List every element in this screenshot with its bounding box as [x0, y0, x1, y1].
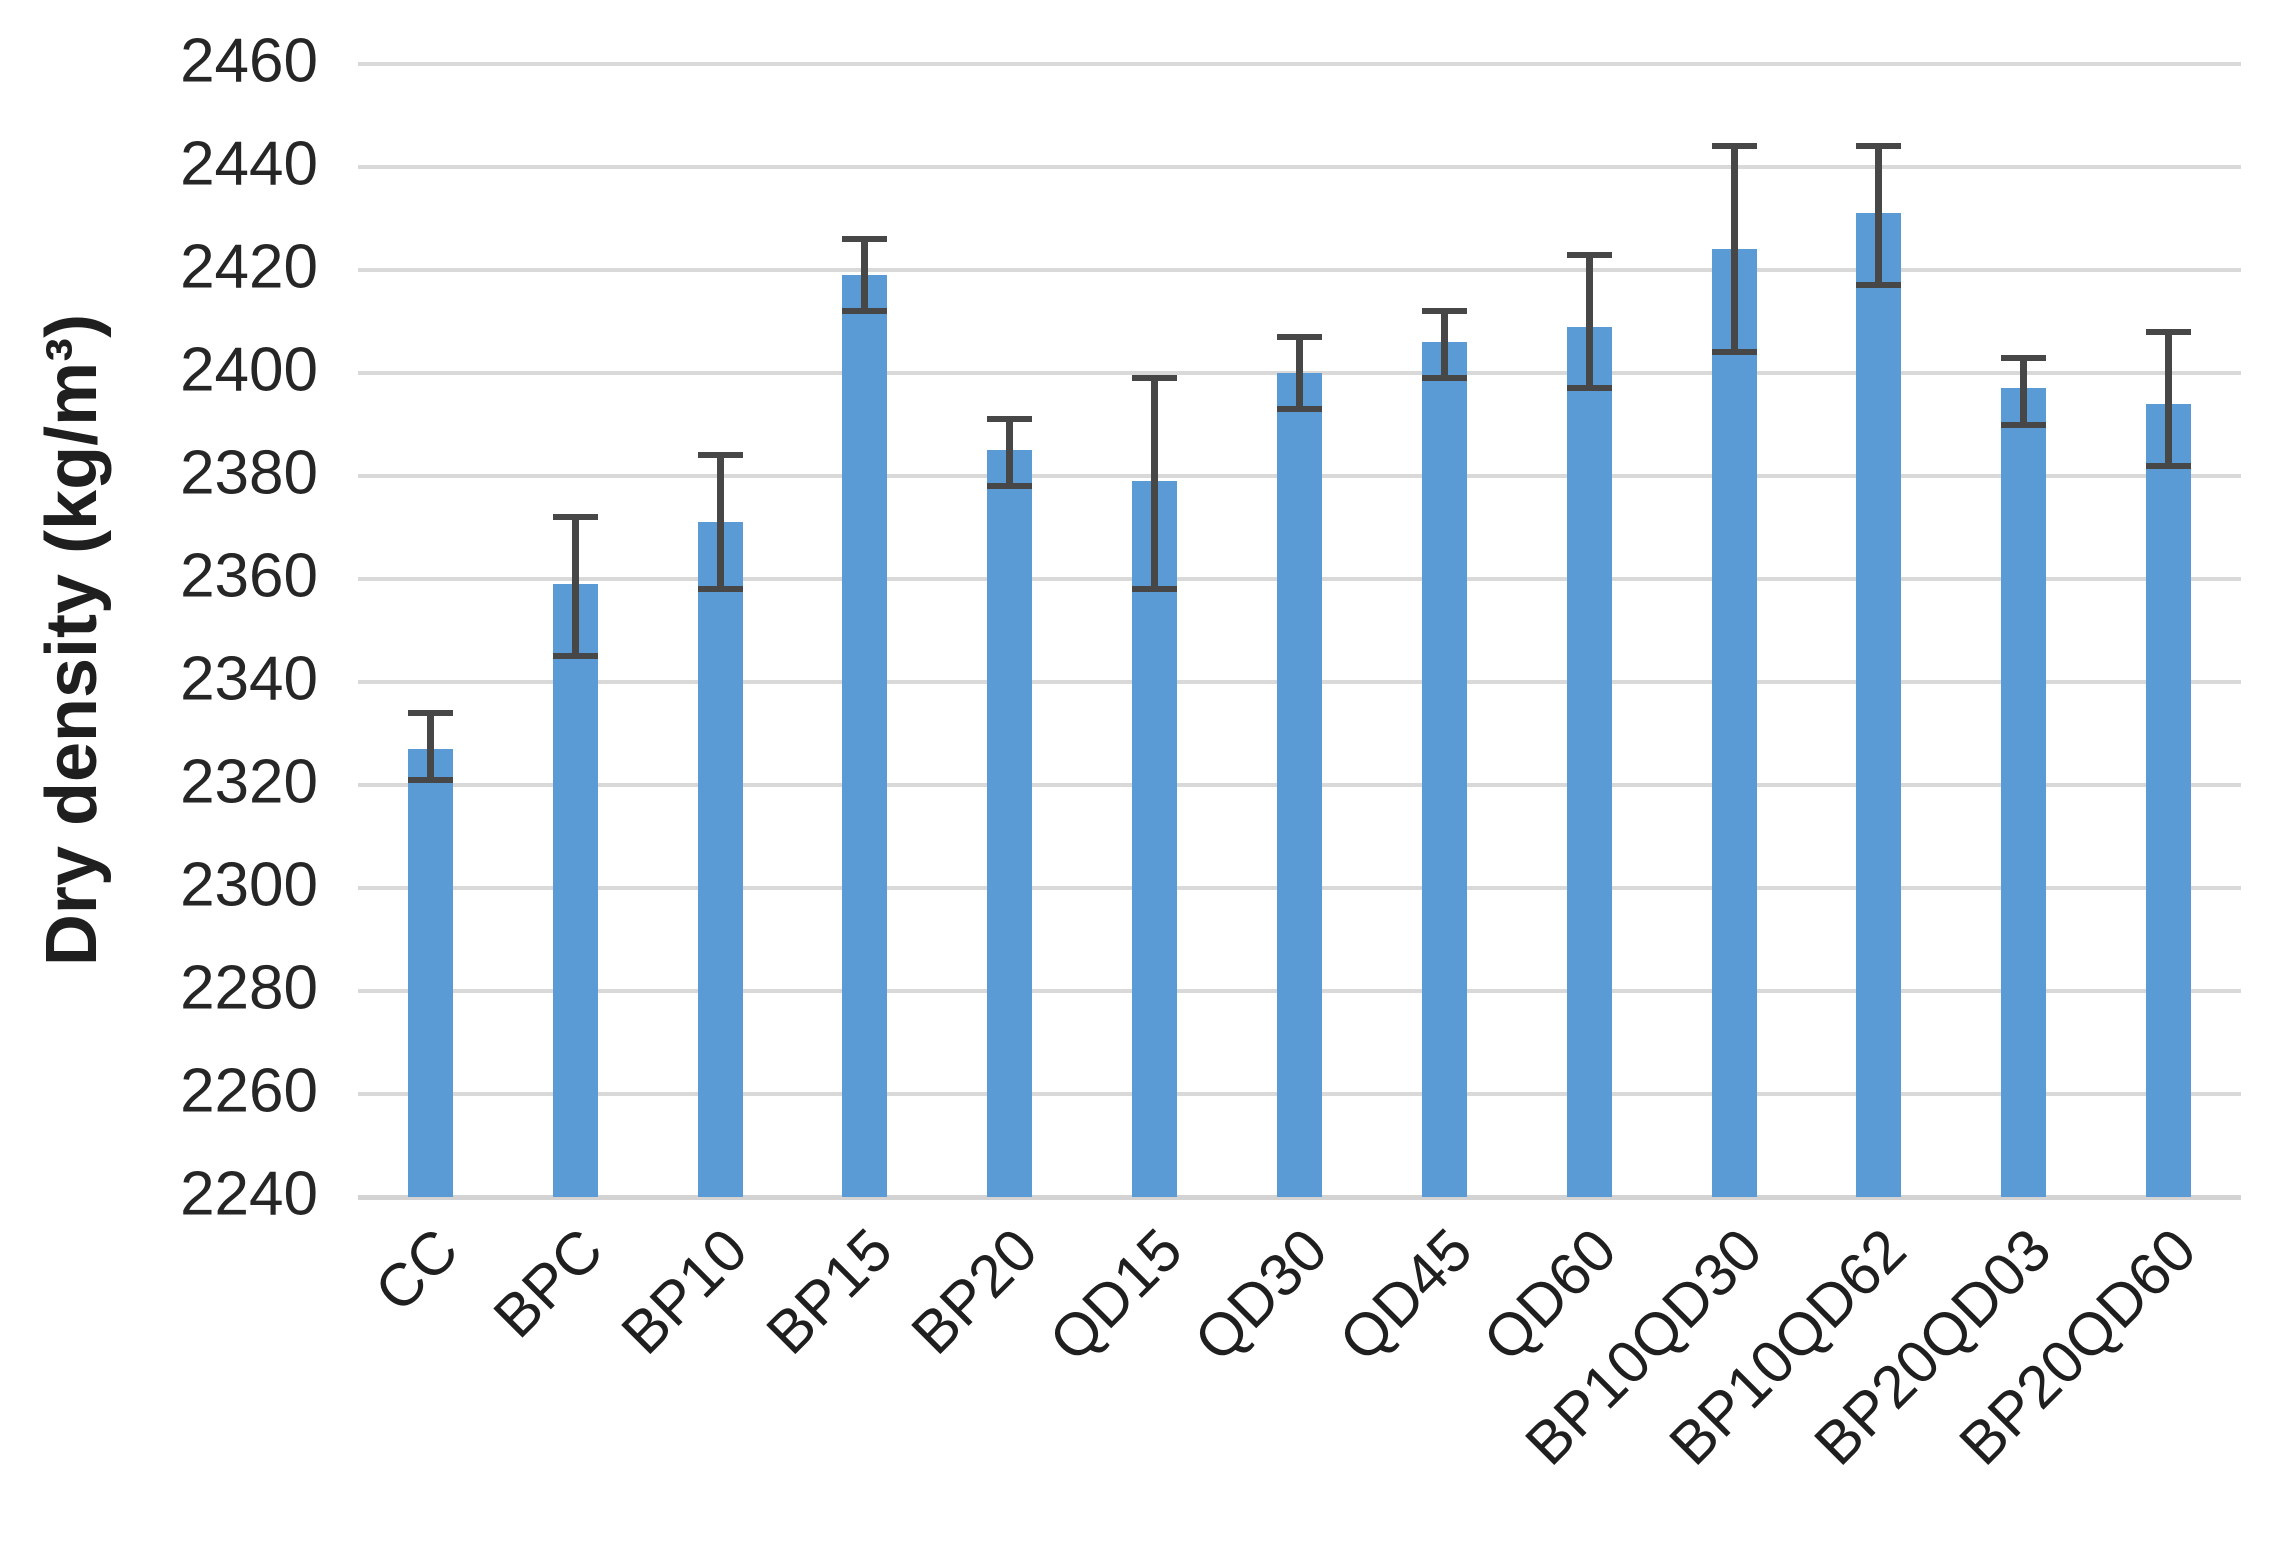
- error-bar-line-BP20QD60: [2165, 331, 2173, 466]
- error-bar-line-BP20: [1006, 419, 1014, 487]
- error-bar-line-BP15: [861, 239, 869, 312]
- y-tick-label: 2240: [180, 1159, 318, 1229]
- error-cap-top-BP20QD03: [2001, 354, 2047, 361]
- x-category-label-CC: CC: [361, 1215, 471, 1325]
- x-category-label-QD45: QD45: [1326, 1215, 1485, 1374]
- x-category-label-QD30: QD30: [1181, 1215, 1340, 1374]
- error-cap-bottom-BP10QD30: [1711, 349, 1757, 356]
- bar-BP15: [842, 275, 888, 1197]
- error-bar-line-CC: [426, 712, 434, 780]
- gridline: [358, 165, 2241, 169]
- error-cap-bottom-BP20QD60: [2146, 462, 2192, 469]
- error-cap-bottom-BPC: [552, 653, 598, 660]
- bar-QD60: [1566, 326, 1612, 1197]
- error-cap-bottom-QD15: [1132, 586, 1178, 593]
- error-bar-line-BP10QD62: [1875, 146, 1883, 286]
- error-cap-bottom-QD30: [1277, 406, 1322, 413]
- gridline: [358, 268, 2241, 272]
- x-category-label-BP10: BP10: [609, 1215, 761, 1367]
- error-cap-bottom-CC: [407, 776, 453, 783]
- y-tick-label: 2360: [180, 541, 318, 611]
- y-tick-label: 2460: [180, 26, 318, 96]
- bar-BP10: [697, 522, 743, 1197]
- y-tick-label: 2420: [180, 232, 318, 302]
- bar-BP10QD62: [1856, 213, 1902, 1197]
- x-category-label-QD15: QD15: [1036, 1215, 1195, 1374]
- bar-CC: [407, 748, 453, 1197]
- error-bar-line-BP20QD03: [2020, 357, 2028, 425]
- error-cap-top-BP15: [842, 236, 888, 243]
- y-tick-label: 2320: [180, 747, 318, 817]
- error-bar-line-BP10: [716, 455, 724, 590]
- bar-BP10QD30: [1711, 249, 1757, 1197]
- y-tick-label: 2380: [180, 438, 318, 508]
- error-bar-line-QD30: [1296, 336, 1303, 410]
- y-tick-label: 2340: [180, 644, 318, 714]
- error-cap-bottom-BP15: [842, 308, 888, 315]
- bar-BP20: [987, 450, 1033, 1197]
- x-category-label-BP20: BP20: [898, 1215, 1050, 1367]
- x-category-label-BP15: BP15: [753, 1215, 906, 1367]
- error-bar-line-QD60: [1585, 254, 1593, 389]
- error-cap-bottom-BP10: [697, 586, 743, 593]
- bar-BP20QD60: [2146, 403, 2192, 1197]
- bar-QD15: [1132, 481, 1178, 1197]
- error-bar-line-QD45: [1440, 311, 1448, 379]
- error-cap-bottom-QD45: [1421, 375, 1467, 382]
- y-tick-label: 2440: [180, 129, 318, 199]
- y-tick-label: 2280: [180, 953, 318, 1023]
- error-cap-top-BP10: [697, 452, 743, 459]
- error-cap-top-CC: [407, 709, 453, 716]
- x-axis-line: [358, 1194, 2241, 1200]
- error-cap-bottom-QD60: [1566, 385, 1612, 392]
- error-cap-bottom-BP10QD62: [1856, 282, 1902, 289]
- bar-BP20QD03: [2001, 388, 2047, 1197]
- error-bar-line-BPC: [571, 517, 579, 657]
- error-cap-top-QD60: [1566, 251, 1612, 258]
- bar-BPC: [552, 584, 598, 1197]
- x-category-label-BPC: BPC: [480, 1215, 616, 1351]
- error-cap-top-BP20QD60: [2146, 328, 2192, 335]
- error-cap-top-QD30: [1277, 333, 1322, 340]
- bar-QD45: [1421, 342, 1467, 1197]
- error-cap-bottom-BP20QD03: [2001, 421, 2047, 428]
- error-cap-top-BP10QD30: [1711, 143, 1757, 150]
- error-cap-top-BPC: [552, 514, 598, 521]
- error-cap-top-QD45: [1421, 308, 1467, 315]
- y-tick-label: 2300: [180, 850, 318, 920]
- error-cap-top-BP20: [987, 416, 1033, 423]
- y-tick-label: 2400: [180, 335, 318, 405]
- error-cap-top-QD15: [1132, 375, 1178, 382]
- gridline: [358, 62, 2241, 66]
- error-bar-line-QD15: [1151, 378, 1159, 590]
- y-tick-label: 2260: [180, 1056, 318, 1126]
- bar-QD30: [1277, 373, 1322, 1197]
- error-bar-line-BP10QD30: [1730, 146, 1738, 353]
- error-cap-bottom-BP20: [987, 483, 1033, 490]
- error-cap-top-BP10QD62: [1856, 143, 1902, 150]
